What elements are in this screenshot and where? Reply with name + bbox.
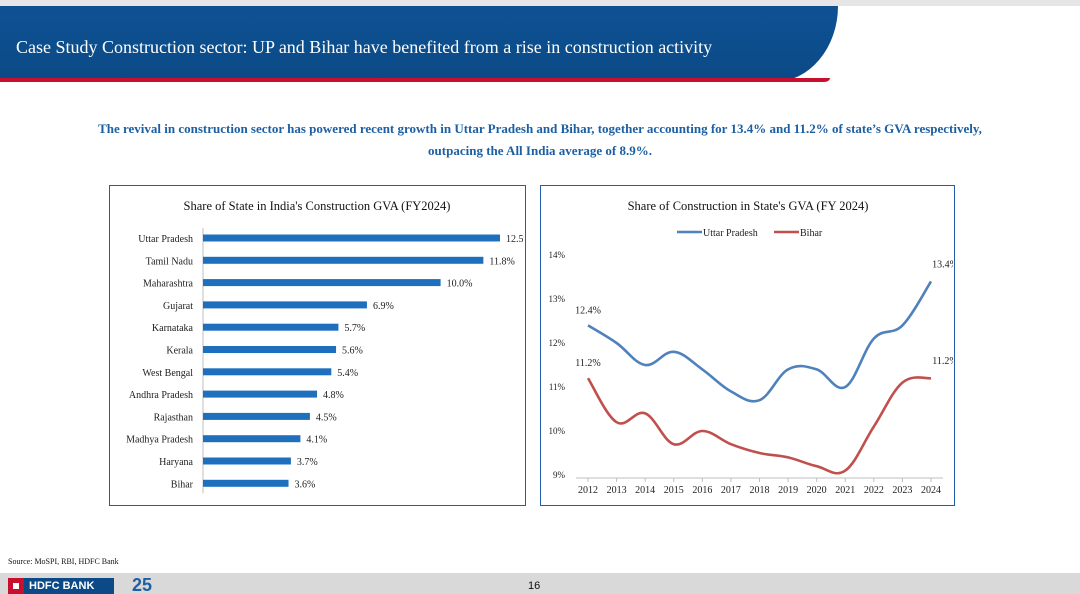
y-tick-label: 13% [549,294,566,304]
x-tick-label: 2024 [921,485,941,496]
hdfc-logo: HDFC BANK [8,578,114,594]
bar-value-label: 5.7% [344,323,365,334]
line-chart-title: Share of Construction in State's GVA (FY… [628,199,869,213]
x-tick-label: 2016 [692,485,712,496]
bar-gujarat [203,301,367,309]
bar-kerala [203,346,337,353]
data-label: 12.4% [575,305,601,316]
line-chart: Share of Construction in State's GVA (FY… [549,199,954,496]
bar-value-label: 5.4% [337,368,358,379]
x-tick-label: 2017 [721,485,741,496]
bar-value-label: 6.9% [373,301,394,312]
bar-chart: Share of State in India's Construction G… [126,199,524,494]
anniversary-badge: 25 [132,575,153,594]
x-tick-label: 2012 [578,485,598,496]
line-chart-panel: Share of Construction in State's GVA (FY… [540,185,955,506]
x-tick-label: 2014 [635,485,655,496]
bar-andhra-pradesh [203,390,318,398]
bar-maharashtra [203,279,441,287]
series-line-bihar [586,376,932,475]
bar-chart-panel: Share of State in India's Construction G… [109,185,526,506]
bar-uttar-pradesh [203,234,500,242]
bar-category-label: Kerala [166,346,193,357]
footer-bar [0,573,1080,594]
hdfc-logo-icon [8,578,24,594]
source-note: Source: MoSPI, RBI, HDFC Bank [8,557,119,566]
bar-rajasthan [203,412,310,420]
bar-category-label: Bihar [171,479,194,490]
bar-category-label: Gujarat [163,301,193,312]
bar-category-label: Uttar Pradesh [138,234,193,245]
bar-category-label: Maharashtra [143,279,194,290]
bar-value-label: 3.7% [297,457,318,468]
y-tick-label: 14% [549,250,566,260]
bar-value-label: 12.5% [506,234,524,245]
y-tick-label: 9% [553,470,566,480]
legend-label: Uttar Pradesh [703,228,758,239]
bar-category-label: Madhya Pradesh [126,435,193,446]
bar-value-label: 5.6% [342,346,363,357]
bar-west-bengal [203,368,332,376]
bar-category-label: Rajasthan [154,412,193,423]
bar-karnataka [203,323,339,331]
bar-bihar [203,479,289,487]
bar-value-label: 3.6% [295,479,316,490]
bar-tamil-nadu [203,256,484,264]
bar-value-label: 4.8% [323,390,344,401]
x-tick-label: 2015 [664,485,684,496]
y-tick-label: 11% [549,382,566,392]
bar-haryana [203,457,291,465]
bar-madhya-pradesh [203,435,301,443]
y-tick-label: 12% [549,338,566,348]
data-label: 13.4% [932,259,953,270]
legend-label: Bihar [800,228,823,239]
bar-category-label: Andhra Pradesh [129,390,193,401]
bar-category-label: Karnataka [152,323,194,334]
bar-category-label: Haryana [159,457,193,468]
page-title: Case Study Construction sector: UP and B… [16,37,713,57]
x-tick-label: 2021 [835,485,855,496]
bar-value-label: 4.5% [316,412,337,423]
top-strip [0,0,1080,6]
lead-text: The revival in construction sector has p… [98,121,982,158]
x-tick-label: 2023 [892,485,912,496]
x-tick-label: 2018 [750,485,770,496]
bar-chart-title: Share of State in India's Construction G… [184,199,451,213]
x-tick-label: 2022 [864,485,884,496]
x-tick-label: 2019 [778,485,798,496]
series-line-uttar-pradesh [587,280,933,403]
logo-text: HDFC BANK [29,580,95,592]
bar-category-label: West Bengal [142,368,193,379]
x-tick-label: 2020 [807,485,827,496]
bar-category-label: Tamil Nadu [146,256,193,267]
x-tick-label: 2013 [607,485,627,496]
data-label: 11.2% [932,356,953,367]
y-tick-label: 10% [549,426,566,436]
bar-value-label: 11.8% [489,256,514,267]
bar-value-label: 4.1% [306,435,327,446]
bar-value-label: 10.0% [447,279,473,290]
header-band [0,6,838,82]
page-number: 16 [528,580,541,592]
data-label: 11.2% [575,358,600,369]
